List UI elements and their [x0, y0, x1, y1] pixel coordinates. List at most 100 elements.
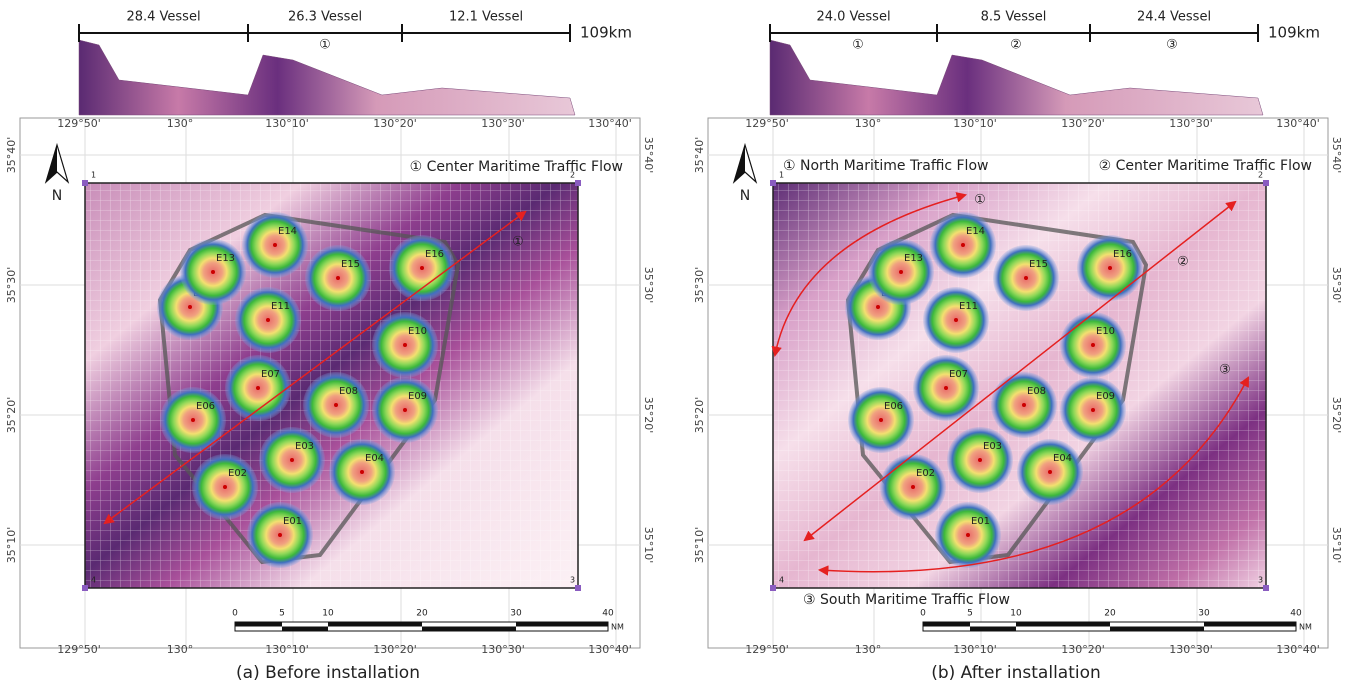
lon-label: 130° — [167, 117, 194, 130]
turbine-label: E07 — [261, 369, 280, 380]
lon-label: 129°50' — [57, 117, 101, 130]
turbine-point — [191, 418, 195, 422]
turbine-point — [420, 266, 424, 270]
turbine-label: E15 — [341, 259, 360, 270]
turbine-point — [273, 243, 277, 247]
scale-label: 5 — [967, 609, 973, 619]
turbine-label: E16 — [1113, 249, 1132, 260]
turbine-point — [403, 343, 407, 347]
lon-label: 130°40' — [1276, 643, 1320, 656]
segment-label: 24.0 Vessel — [816, 10, 890, 25]
scale-segment — [923, 622, 970, 627]
corner-point — [770, 180, 776, 186]
distance-label: 109km — [580, 24, 632, 42]
turbine-point — [1022, 403, 1026, 407]
scale-label: 10 — [322, 609, 334, 619]
turbine-label: E09 — [408, 391, 427, 402]
scale-unit: NM — [611, 623, 624, 632]
turbine-label: E09 — [1096, 391, 1115, 402]
lat-label: 35°20' — [642, 397, 655, 434]
turbine-label: E01 — [283, 516, 302, 527]
turbine-point — [403, 408, 407, 412]
lon-label: 129°50' — [745, 117, 789, 130]
flow-title: ③ South Maritime Traffic Flow — [803, 592, 1010, 608]
turbine-point — [290, 458, 294, 462]
lon-label: 130°30' — [481, 643, 525, 656]
turbine-point — [966, 533, 970, 537]
turbine-point — [360, 470, 364, 474]
turbine-point — [1091, 408, 1095, 412]
lat-label: 35°10' — [642, 527, 655, 564]
traffic-profile — [78, 39, 576, 116]
turbine-label: E11 — [959, 301, 978, 312]
turbine-label: E14 — [278, 226, 297, 237]
scale-segment — [970, 626, 1016, 631]
segment-label: 8.5 Vessel — [981, 10, 1047, 25]
turbine-point — [1091, 343, 1095, 347]
scale-segment — [1110, 626, 1204, 631]
scale-label: 40 — [1290, 609, 1302, 619]
lon-label: 130°40' — [588, 117, 632, 130]
turbine-point — [961, 243, 965, 247]
turbine-label: E11 — [271, 301, 290, 312]
turbine-label: E03 — [983, 441, 1002, 452]
lat-label: 35°40' — [642, 137, 655, 174]
turbine-point — [266, 318, 270, 322]
turbine-point — [223, 485, 227, 489]
segment-marker: ① — [319, 38, 331, 53]
turbine-point — [911, 485, 915, 489]
corner-label: 3 — [1258, 576, 1263, 585]
lat-label: 35°10' — [693, 527, 706, 564]
scale-segment — [235, 622, 282, 627]
flow-arrow — [103, 210, 527, 525]
turbine-label: E01 — [971, 516, 990, 527]
scale-unit: NM — [1299, 623, 1312, 632]
turbine-label: E07 — [949, 369, 968, 380]
flow-marker: ② — [1177, 255, 1189, 270]
turbine-point — [256, 386, 260, 390]
scale-segment — [1204, 622, 1296, 627]
segment-marker: ② — [1010, 38, 1022, 53]
turbine-point — [954, 318, 958, 322]
turbine-point — [1048, 470, 1052, 474]
lon-label: 130°20' — [1061, 117, 1105, 130]
turbine-label: E13 — [216, 253, 235, 264]
turbine-label: E10 — [1096, 326, 1115, 337]
north-label: N — [52, 188, 62, 204]
lat-label: 35°30' — [5, 267, 18, 304]
turbine-point — [1108, 266, 1112, 270]
lat-label: 35°10' — [1330, 527, 1343, 564]
corner-point — [770, 585, 776, 591]
lon-label: 130°10' — [265, 643, 309, 656]
corner-label: 2 — [570, 171, 575, 180]
lon-label: 130°20' — [373, 643, 417, 656]
lon-label: 130°10' — [953, 643, 997, 656]
corner-point — [575, 585, 581, 591]
scale-label: 40 — [602, 609, 614, 619]
turbine-label: E14 — [966, 226, 985, 237]
flow-arrow — [817, 376, 1249, 576]
lat-label: 35°30' — [642, 267, 655, 304]
corner-point — [1263, 180, 1269, 186]
turbine-label: E02 — [916, 468, 935, 479]
caption: (a) Before installation — [236, 663, 420, 683]
lon-label: 130°30' — [1169, 117, 1213, 130]
lon-label: 129°50' — [57, 643, 101, 656]
lat-label: 35°20' — [693, 397, 706, 434]
flow-marker: ① — [512, 235, 524, 250]
turbine-point — [944, 386, 948, 390]
turbine-label: E03 — [295, 441, 314, 452]
flow-marker: ① — [974, 193, 986, 208]
scale-label: 20 — [416, 609, 428, 619]
lon-label: 130°40' — [1276, 117, 1320, 130]
lon-label: 130°40' — [588, 643, 632, 656]
turbine-label: E08 — [339, 386, 358, 397]
turbine-point — [336, 276, 340, 280]
scale-label: 30 — [510, 609, 522, 619]
corner-label: 2 — [1258, 171, 1263, 180]
distance-label: 109km — [1268, 24, 1320, 42]
lat-label: 35°10' — [5, 527, 18, 564]
corner-point — [82, 180, 88, 186]
lon-label: 130° — [167, 643, 194, 656]
scale-segment — [328, 622, 422, 627]
